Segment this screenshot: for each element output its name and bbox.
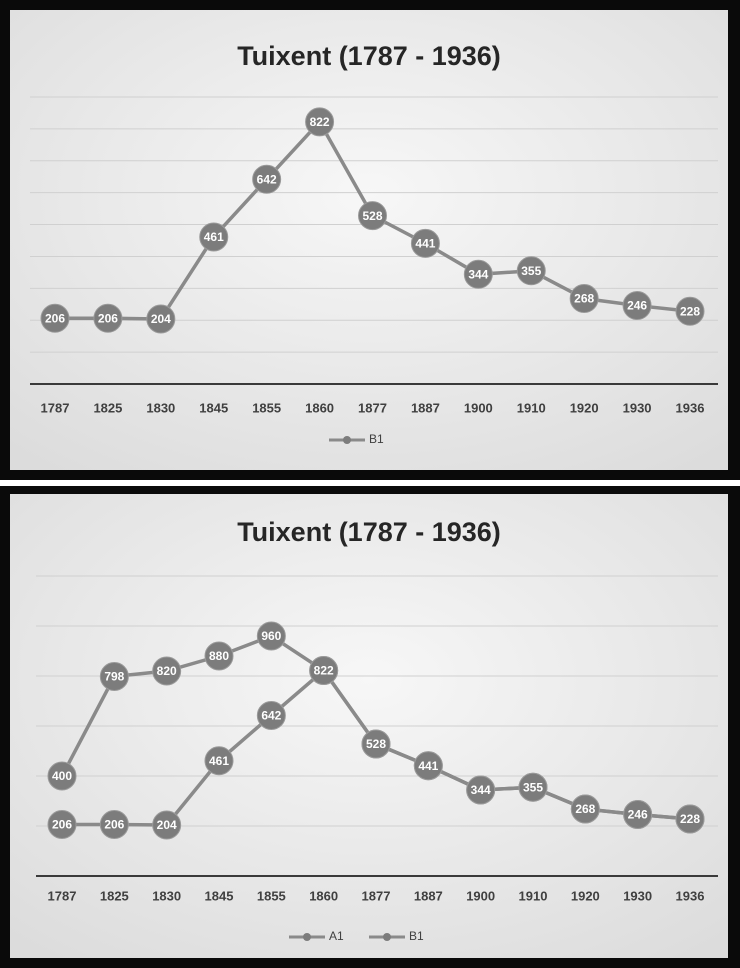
x-tick-label: 1855: [257, 888, 286, 903]
x-tick-label: 1787: [41, 400, 70, 415]
data-point: [252, 164, 282, 194]
data-label: 880: [209, 649, 229, 663]
data-point: [675, 296, 705, 326]
data-label: 268: [574, 292, 594, 306]
data-point: [199, 222, 229, 252]
data-label: 246: [628, 808, 648, 822]
data-label: 204: [157, 818, 177, 832]
data-point: [256, 621, 286, 651]
data-point: [413, 751, 443, 781]
data-label: 206: [45, 311, 65, 325]
data-label: 642: [261, 709, 281, 723]
data-label: 355: [521, 264, 541, 278]
data-point: [152, 810, 182, 840]
x-tick-label: 1787: [48, 888, 77, 903]
data-label: 246: [627, 299, 647, 313]
data-label: 822: [314, 664, 334, 678]
data-point: [622, 291, 652, 321]
data-label: 206: [98, 311, 118, 325]
x-tick-label: 1860: [309, 888, 338, 903]
x-tick-label: 1825: [100, 888, 129, 903]
data-point: [309, 656, 339, 685]
data-point: [99, 810, 129, 839]
x-tick-label: 1877: [362, 888, 391, 903]
legend-label: B1: [409, 929, 424, 943]
data-point: [623, 800, 653, 829]
panel: [10, 10, 728, 470]
x-tick-label: 1920: [571, 888, 600, 903]
x-tick-label: 1845: [199, 400, 228, 415]
data-label: 344: [471, 783, 491, 797]
legend-label: B1: [369, 432, 384, 446]
data-point: [99, 662, 129, 691]
x-tick-label: 1900: [466, 888, 495, 903]
x-tick-label: 1936: [676, 400, 705, 415]
data-label: 441: [415, 237, 435, 251]
data-label: 820: [157, 664, 177, 678]
legend-marker: [383, 933, 391, 941]
legend-marker: [343, 436, 351, 444]
data-label: 228: [680, 812, 700, 826]
data-label: 268: [575, 802, 595, 816]
x-tick-label: 1910: [517, 400, 546, 415]
data-label: 822: [310, 115, 330, 129]
x-tick-label: 1825: [93, 400, 122, 415]
data-label: 461: [209, 754, 229, 768]
data-label: 960: [261, 629, 281, 643]
data-point: [305, 107, 335, 137]
data-label: 204: [151, 312, 171, 326]
data-point: [358, 201, 387, 231]
x-tick-label: 1920: [570, 400, 599, 415]
data-point: [47, 810, 77, 839]
x-tick-label: 1830: [146, 400, 175, 415]
chart-title: Tuixent (1787 - 1936): [237, 517, 501, 547]
x-tick-label: 1855: [252, 400, 281, 415]
data-point: [675, 804, 705, 834]
data-label: 528: [362, 209, 382, 223]
data-label: 461: [204, 230, 224, 244]
data-point: [256, 701, 286, 730]
legend-marker: [303, 933, 311, 941]
data-label: 344: [468, 267, 488, 281]
data-point: [466, 775, 496, 805]
data-point: [40, 303, 70, 333]
x-tick-label: 1830: [152, 888, 181, 903]
data-label: 355: [523, 780, 543, 794]
x-tick-label: 1845: [205, 888, 234, 903]
data-point: [204, 746, 234, 776]
data-label: 441: [418, 759, 438, 773]
data-label: 206: [52, 818, 72, 832]
data-label: 228: [680, 304, 700, 318]
data-point: [93, 303, 123, 333]
data-label: 400: [52, 769, 72, 783]
data-point: [518, 772, 548, 802]
x-tick-label: 1887: [414, 888, 443, 903]
data-point: [410, 228, 440, 258]
data-label: 642: [257, 172, 277, 186]
data-label: 206: [104, 818, 124, 832]
x-tick-label: 1887: [411, 400, 440, 415]
x-tick-label: 1900: [464, 400, 493, 415]
data-point: [516, 256, 546, 286]
chart-title: Tuixent (1787 - 1936): [237, 41, 501, 71]
x-tick-label: 1860: [305, 400, 334, 415]
x-tick-label: 1877: [358, 400, 387, 415]
data-label: 528: [366, 737, 386, 751]
x-tick-label: 1930: [623, 888, 652, 903]
data-point: [569, 284, 599, 314]
data-point: [463, 259, 493, 289]
data-point: [204, 641, 234, 671]
data-label: 798: [104, 670, 124, 684]
legend-label: A1: [329, 929, 344, 943]
data-point: [570, 794, 600, 824]
data-point: [146, 304, 176, 334]
x-tick-label: 1910: [519, 888, 548, 903]
data-point: [47, 761, 77, 791]
x-tick-label: 1936: [676, 888, 705, 903]
data-point: [152, 656, 182, 686]
x-tick-label: 1930: [623, 400, 652, 415]
data-point: [361, 729, 391, 759]
